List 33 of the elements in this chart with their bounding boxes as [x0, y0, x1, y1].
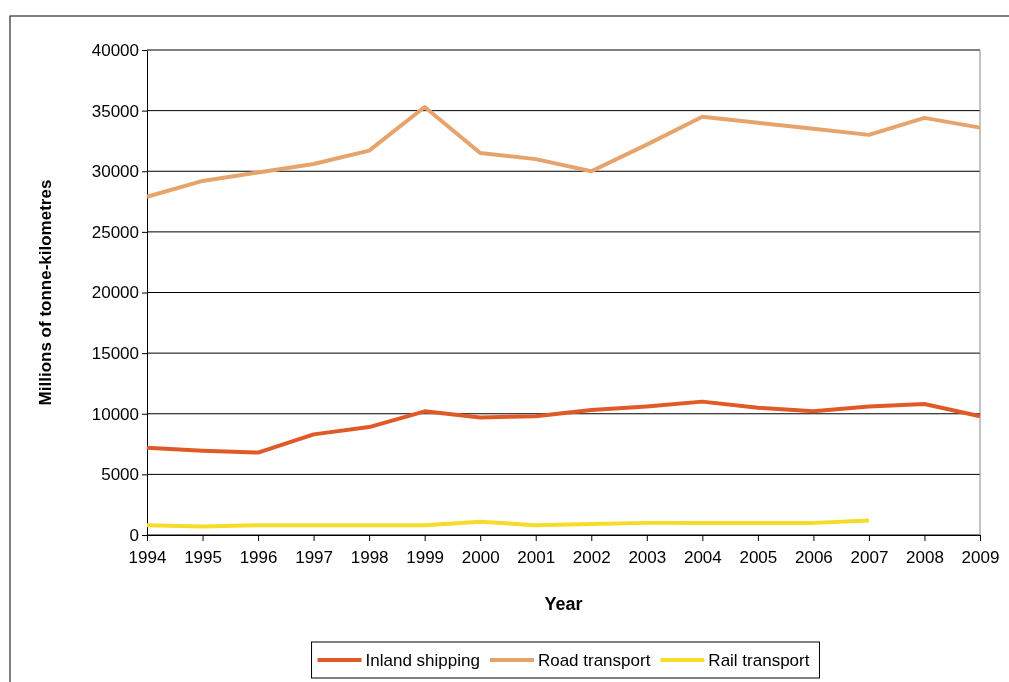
y-tick-label: 40000 [91, 40, 139, 60]
x-tick-label: 1999 [406, 547, 445, 567]
legend-label: Rail transport [708, 651, 810, 670]
x-tick-label: 1997 [295, 547, 334, 567]
x-tick-label: 2003 [628, 547, 667, 567]
x-tick-label: 1998 [350, 547, 389, 567]
x-tick-label: 2002 [572, 547, 611, 567]
line-series [145, 104, 982, 199]
legend-label: Road transport [537, 651, 651, 670]
y-axis-title: Millions of tonne-kilometres [36, 179, 55, 406]
y-tick-label: 20000 [91, 283, 139, 303]
x-tick-label: 2001 [517, 547, 556, 567]
y-tick-label: 25000 [91, 222, 139, 242]
x-tick-label: 2005 [739, 547, 778, 567]
x-tick-label: 2004 [683, 547, 722, 567]
x-tick-label: 2000 [461, 547, 500, 567]
legend-label: Inland shipping [365, 651, 480, 670]
y-tick-label: 5000 [101, 465, 139, 485]
line-series [145, 518, 871, 529]
x-tick-label: 1994 [128, 547, 167, 567]
y-tick-label: 10000 [91, 404, 139, 424]
x-tick-label: 1996 [239, 547, 278, 567]
x-tick-label: 2006 [794, 547, 833, 567]
x-tick-label: 2007 [850, 547, 889, 567]
line-series [145, 399, 982, 455]
y-tick-label: 35000 [91, 101, 139, 121]
y-tick-label: 30000 [91, 162, 139, 182]
x-axis-title: Year [544, 594, 583, 614]
y-tick-label: 15000 [91, 344, 139, 364]
x-tick-label: 2008 [906, 547, 944, 567]
y-tick-label: 0 [129, 525, 139, 545]
x-tick-label: 1995 [184, 547, 222, 567]
x-tick-label: 2009 [961, 547, 1000, 567]
